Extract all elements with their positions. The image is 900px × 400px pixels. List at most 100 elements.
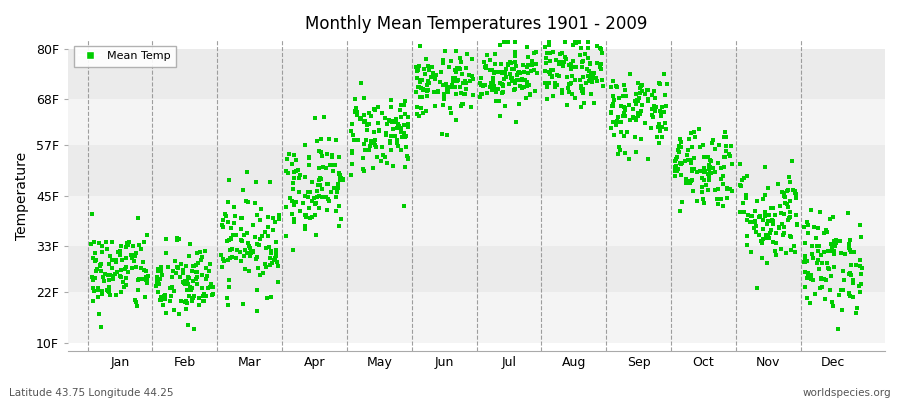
Point xyxy=(714,165,728,171)
Point xyxy=(648,95,662,101)
Point xyxy=(695,189,709,195)
Point xyxy=(585,77,599,83)
Point xyxy=(89,257,104,263)
Point xyxy=(302,155,316,162)
Point xyxy=(719,134,733,140)
Point xyxy=(84,241,98,247)
Point xyxy=(758,164,772,170)
Point xyxy=(435,131,449,138)
Point xyxy=(131,286,146,293)
Point xyxy=(203,261,218,267)
Point xyxy=(164,292,178,299)
Point xyxy=(459,64,473,71)
Point xyxy=(428,73,442,79)
Point xyxy=(101,288,115,294)
Point xyxy=(836,287,850,293)
Point xyxy=(685,177,699,183)
Point xyxy=(845,294,859,300)
Point xyxy=(346,137,361,144)
Point xyxy=(484,80,499,86)
Point xyxy=(697,168,711,174)
Point xyxy=(438,48,453,55)
Point xyxy=(670,154,684,160)
Point xyxy=(454,89,469,96)
Point xyxy=(790,222,805,228)
Point xyxy=(189,276,203,282)
Point xyxy=(641,156,655,162)
Point xyxy=(604,109,618,116)
Point xyxy=(270,279,284,286)
Point xyxy=(500,60,515,67)
Point xyxy=(134,264,148,271)
Point xyxy=(814,275,829,281)
Point xyxy=(572,52,587,59)
Point xyxy=(152,297,166,303)
Point xyxy=(718,154,733,160)
Point xyxy=(813,284,827,291)
Point xyxy=(797,284,812,290)
Point xyxy=(574,82,589,89)
Point xyxy=(781,186,796,193)
Point xyxy=(168,258,183,264)
Point xyxy=(328,162,342,168)
Point xyxy=(346,132,360,138)
Point xyxy=(562,80,576,87)
Point xyxy=(623,117,637,123)
Point xyxy=(158,296,172,302)
Point xyxy=(493,80,508,86)
Point xyxy=(683,160,698,166)
Point xyxy=(296,200,310,206)
Point xyxy=(269,248,284,255)
Point xyxy=(348,109,363,115)
Point xyxy=(590,78,604,84)
Point xyxy=(714,196,728,203)
Point xyxy=(511,69,526,75)
Point xyxy=(582,78,597,84)
Point xyxy=(681,146,696,153)
Point xyxy=(354,80,368,86)
Point xyxy=(497,39,511,46)
Point xyxy=(181,281,195,288)
Point xyxy=(504,66,518,72)
Point xyxy=(698,167,712,174)
Point xyxy=(154,297,168,303)
Point xyxy=(251,265,266,271)
Point xyxy=(514,77,528,84)
Point xyxy=(332,154,347,161)
Point xyxy=(508,39,523,46)
Point xyxy=(609,83,624,89)
Point xyxy=(655,133,670,140)
Point xyxy=(214,252,229,258)
Point xyxy=(256,270,270,276)
Point xyxy=(264,250,278,257)
Point xyxy=(412,63,427,70)
Point xyxy=(465,92,480,98)
Point xyxy=(90,266,104,272)
Point xyxy=(316,164,330,171)
Point xyxy=(184,285,199,292)
Point xyxy=(394,147,409,154)
Point xyxy=(102,288,116,295)
Point xyxy=(310,188,324,194)
Point xyxy=(420,88,435,94)
Point xyxy=(554,87,569,93)
Point xyxy=(568,77,582,84)
Point xyxy=(226,232,240,238)
Point xyxy=(125,254,140,260)
Point xyxy=(626,115,641,121)
Point xyxy=(326,168,340,174)
Point xyxy=(269,252,284,259)
Point xyxy=(733,208,747,215)
Point xyxy=(706,165,721,172)
Point xyxy=(302,162,317,168)
Point xyxy=(193,248,207,255)
Point xyxy=(360,122,374,128)
Point xyxy=(499,66,513,72)
Point xyxy=(655,124,670,130)
Point xyxy=(748,208,762,214)
Point xyxy=(647,88,662,94)
Point xyxy=(708,187,723,193)
Point xyxy=(584,74,598,81)
Point xyxy=(538,80,553,86)
Point xyxy=(324,152,338,159)
